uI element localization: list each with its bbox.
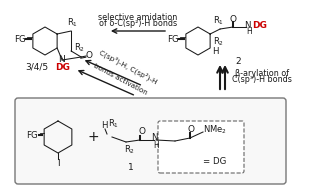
- Text: H: H: [101, 122, 107, 130]
- Text: R$_1$: R$_1$: [66, 17, 78, 29]
- FancyBboxPatch shape: [158, 121, 244, 173]
- Text: R$_2$: R$_2$: [74, 42, 85, 54]
- Text: R$_1$: R$_1$: [109, 118, 119, 130]
- Text: O: O: [188, 125, 194, 133]
- Text: = DG: = DG: [203, 156, 227, 166]
- Text: FG: FG: [26, 130, 38, 139]
- Text: H: H: [153, 140, 159, 149]
- Text: +: +: [87, 130, 99, 144]
- Text: bonds activation: bonds activation: [92, 62, 148, 96]
- Text: NMe$_2$: NMe$_2$: [203, 124, 227, 136]
- Text: N: N: [58, 54, 65, 64]
- FancyBboxPatch shape: [15, 98, 286, 184]
- Text: O: O: [230, 15, 236, 23]
- Text: C(sp³)-H bonds: C(sp³)-H bonds: [232, 75, 292, 84]
- Text: O: O: [139, 128, 145, 136]
- Text: I: I: [57, 159, 59, 167]
- Text: DG: DG: [55, 64, 70, 73]
- Text: O: O: [85, 51, 93, 60]
- Text: C(sp³)-H, C(sp²)-H: C(sp³)-H, C(sp²)-H: [98, 49, 158, 85]
- Text: N: N: [151, 133, 157, 143]
- Text: H: H: [246, 26, 252, 36]
- Text: 3/4/5: 3/4/5: [26, 63, 49, 71]
- Text: R$_1$: R$_1$: [212, 15, 224, 27]
- Text: selective amidation: selective amidation: [98, 13, 178, 22]
- Text: β-arylation of: β-arylation of: [235, 68, 289, 77]
- Text: R$_2$: R$_2$: [212, 36, 224, 48]
- Text: FG: FG: [167, 35, 179, 43]
- Text: 2: 2: [235, 57, 241, 66]
- Text: FG: FG: [14, 35, 26, 43]
- Text: N: N: [244, 22, 250, 30]
- Text: R$_2$: R$_2$: [124, 144, 135, 156]
- Text: H: H: [212, 47, 218, 57]
- Text: 1: 1: [128, 163, 134, 171]
- Text: DG: DG: [252, 22, 266, 30]
- Text: of δ-C(sp²)-H bonds: of δ-C(sp²)-H bonds: [99, 19, 177, 29]
